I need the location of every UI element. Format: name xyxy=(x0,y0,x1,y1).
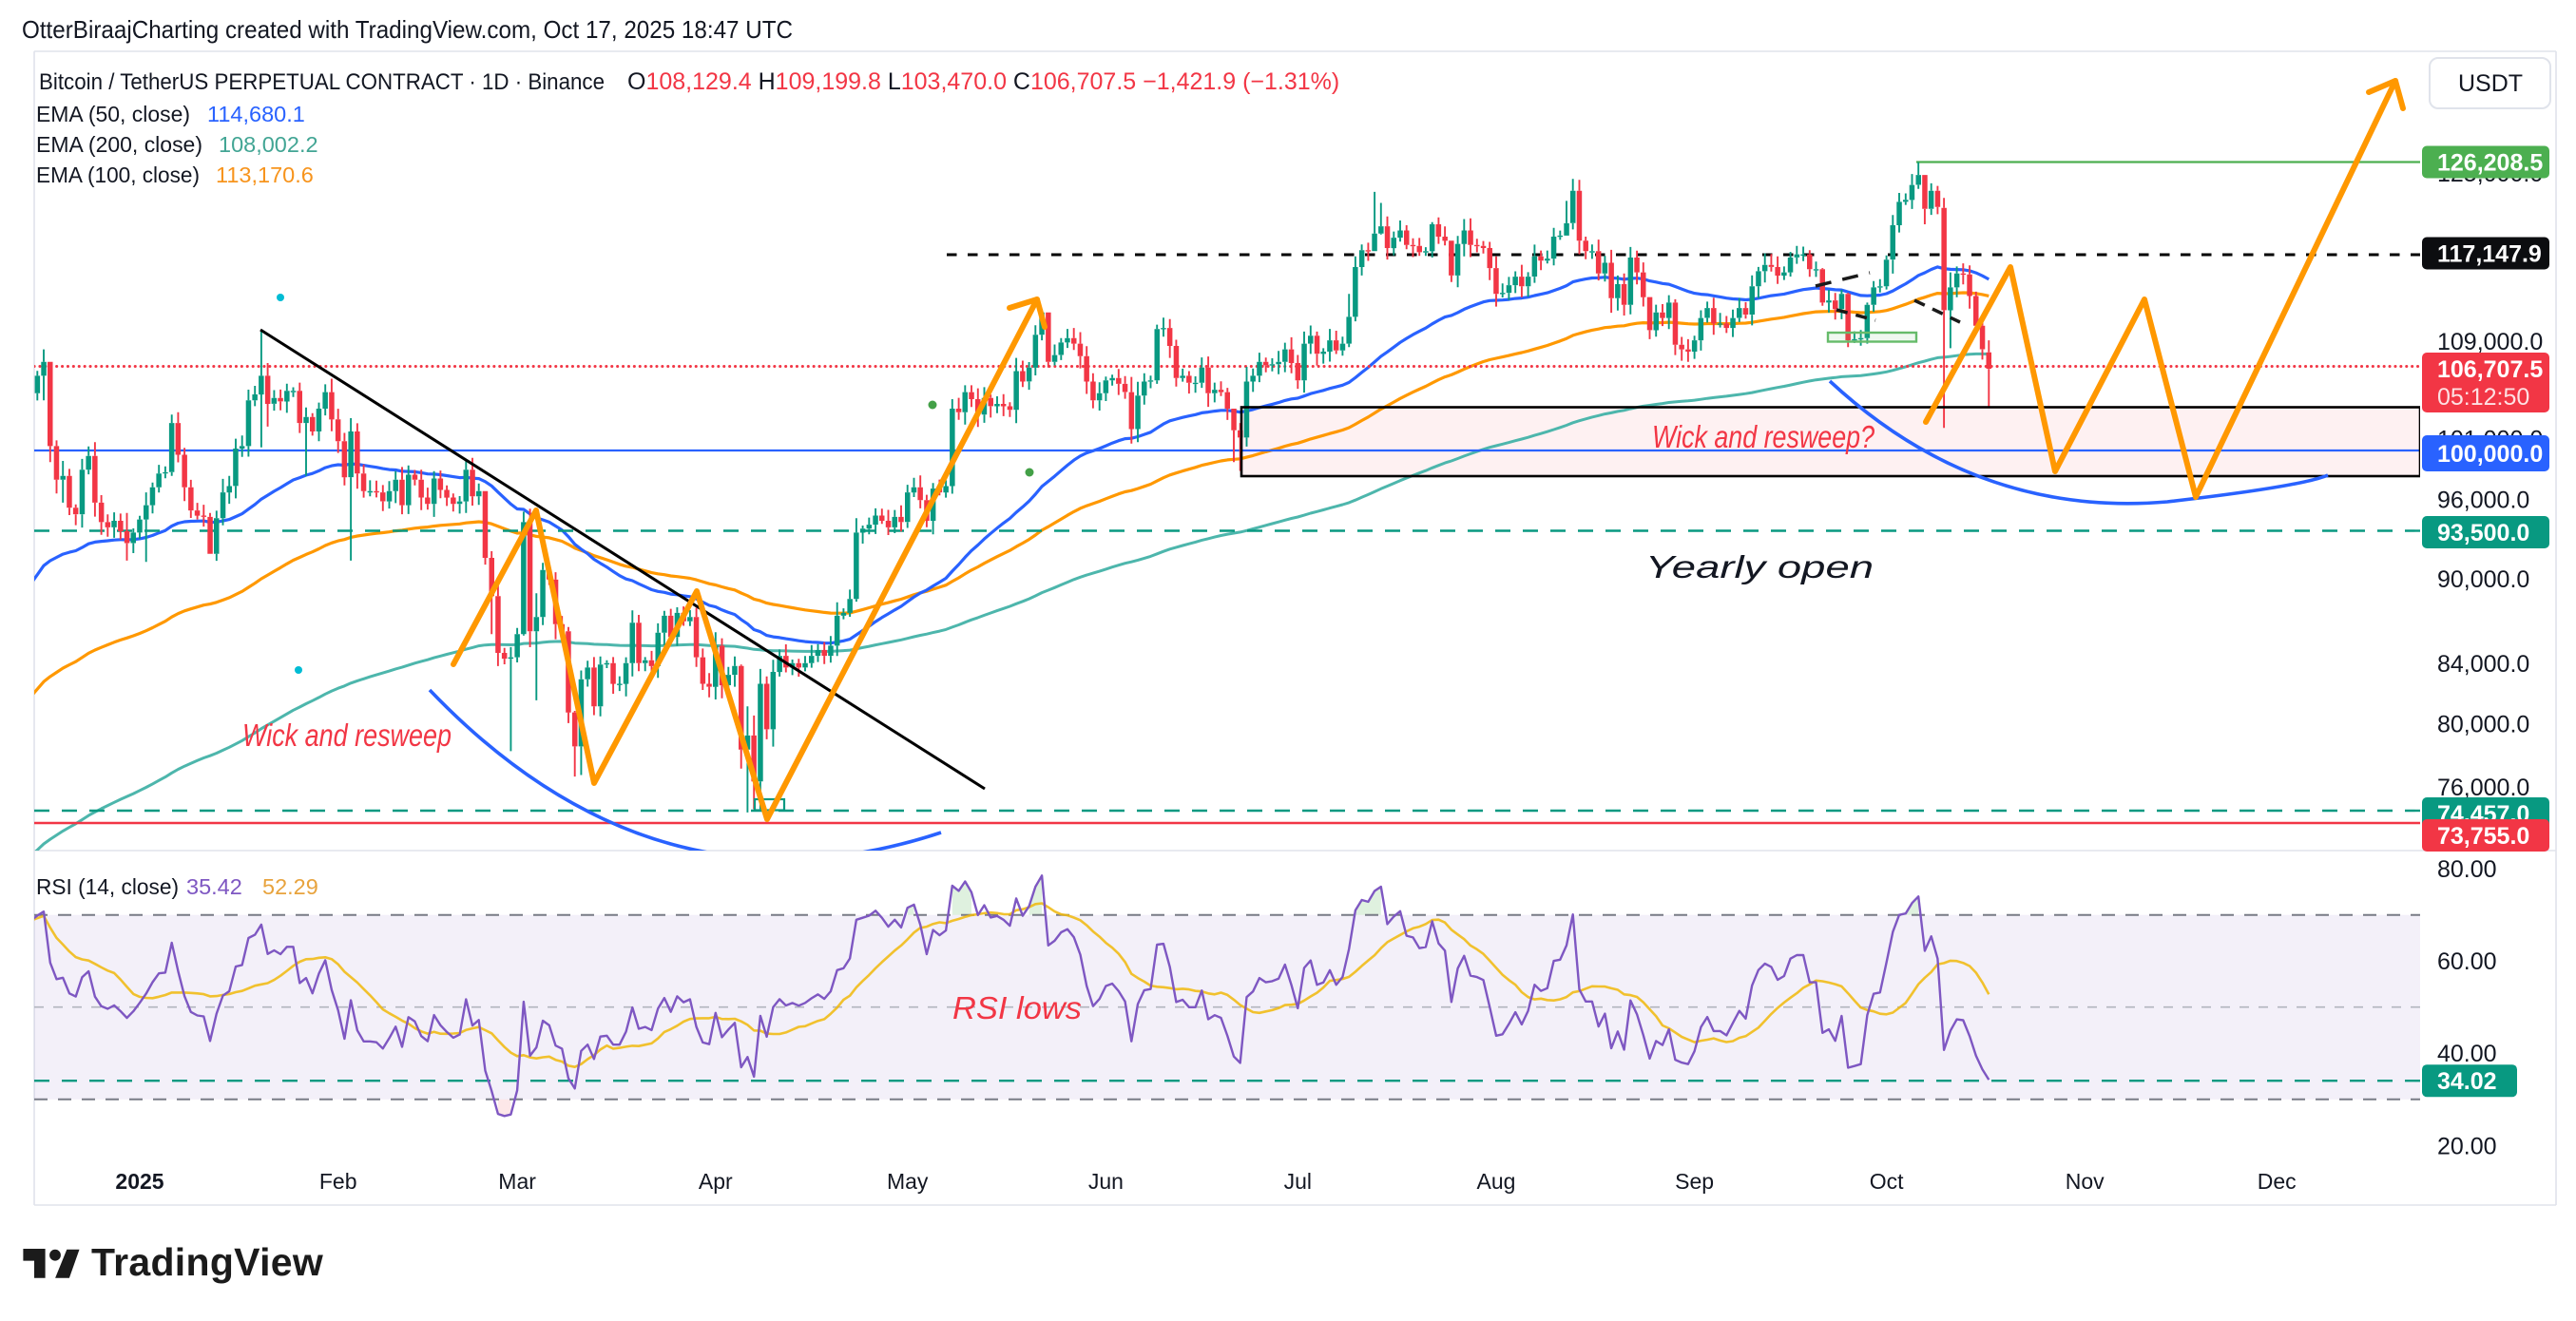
svg-text:60.00: 60.00 xyxy=(2437,948,2497,975)
svg-text:109,000.0: 109,000.0 xyxy=(2437,329,2543,355)
svg-text:USDT: USDT xyxy=(2458,70,2523,97)
svg-text:Jul: Jul xyxy=(1284,1169,1312,1194)
svg-text:106,707.5: 106,707.5 xyxy=(2437,356,2543,383)
svg-text:108,002.2: 108,002.2 xyxy=(219,132,318,157)
svg-text:34.02: 34.02 xyxy=(2437,1068,2497,1095)
svg-text:Wick and resweep: Wick and resweep xyxy=(242,718,452,753)
svg-text:96,000.0: 96,000.0 xyxy=(2437,488,2529,514)
svg-text:Aug: Aug xyxy=(1477,1169,1516,1194)
svg-text:90,000.0: 90,000.0 xyxy=(2437,566,2529,593)
svg-text:RSI (14, close): RSI (14, close) xyxy=(36,874,179,899)
svg-text:Bitcoin / TetherUS PERPETUAL C: Bitcoin / TetherUS PERPETUAL CONTRACT · … xyxy=(39,69,605,95)
svg-text:Yearly open: Yearly open xyxy=(1645,549,1874,584)
svg-text:2025: 2025 xyxy=(115,1169,163,1194)
svg-text:84,000.0: 84,000.0 xyxy=(2437,651,2529,678)
svg-text:93,500.0: 93,500.0 xyxy=(2437,520,2529,546)
svg-text:20.00: 20.00 xyxy=(2437,1133,2497,1159)
svg-text:Feb: Feb xyxy=(319,1169,357,1194)
svg-text:05:12:50: 05:12:50 xyxy=(2437,384,2529,411)
svg-text:126,208.5: 126,208.5 xyxy=(2437,150,2543,177)
svg-text:114,680.1: 114,680.1 xyxy=(207,102,305,126)
svg-text:35.42: 35.42 xyxy=(186,874,242,899)
svg-text:Nov: Nov xyxy=(2066,1169,2105,1194)
svg-text:80.00: 80.00 xyxy=(2437,856,2497,883)
svg-text:EMA (200, close): EMA (200, close) xyxy=(36,132,202,157)
svg-text:EMA (50, close): EMA (50, close) xyxy=(36,102,190,126)
svg-text:Oct: Oct xyxy=(1870,1169,1904,1194)
svg-text:100,000.0: 100,000.0 xyxy=(2437,441,2543,468)
svg-text:EMA (100, close): EMA (100, close) xyxy=(36,163,200,187)
svg-text:76,000.0: 76,000.0 xyxy=(2437,775,2529,801)
svg-text:73,755.0: 73,755.0 xyxy=(2437,823,2529,850)
svg-text:Dec: Dec xyxy=(2258,1169,2297,1194)
svg-text:52.29: 52.29 xyxy=(262,874,318,899)
svg-text:OtterBiraajCharting created wi: OtterBiraajCharting created with Trading… xyxy=(22,15,793,44)
svg-text:40.00: 40.00 xyxy=(2437,1041,2497,1067)
svg-text:May: May xyxy=(887,1169,929,1194)
svg-text:O108,129.4 H109,199.8 L103,470: O108,129.4 H109,199.8 L103,470.0 C106,70… xyxy=(627,68,1339,95)
svg-text:TradingView: TradingView xyxy=(91,1240,323,1284)
svg-text:113,170.6: 113,170.6 xyxy=(216,163,314,187)
svg-text:117,147.9: 117,147.9 xyxy=(2437,241,2542,268)
svg-text:Jun: Jun xyxy=(1088,1169,1124,1194)
svg-text:Sep: Sep xyxy=(1675,1169,1714,1194)
svg-text:RSI lows: RSI lows xyxy=(952,990,1082,1025)
svg-text:80,000.0: 80,000.0 xyxy=(2437,711,2529,737)
svg-text:Mar: Mar xyxy=(498,1169,536,1194)
svg-text:Apr: Apr xyxy=(699,1169,733,1194)
svg-text:Wick and resweep?: Wick and resweep? xyxy=(1652,419,1875,454)
